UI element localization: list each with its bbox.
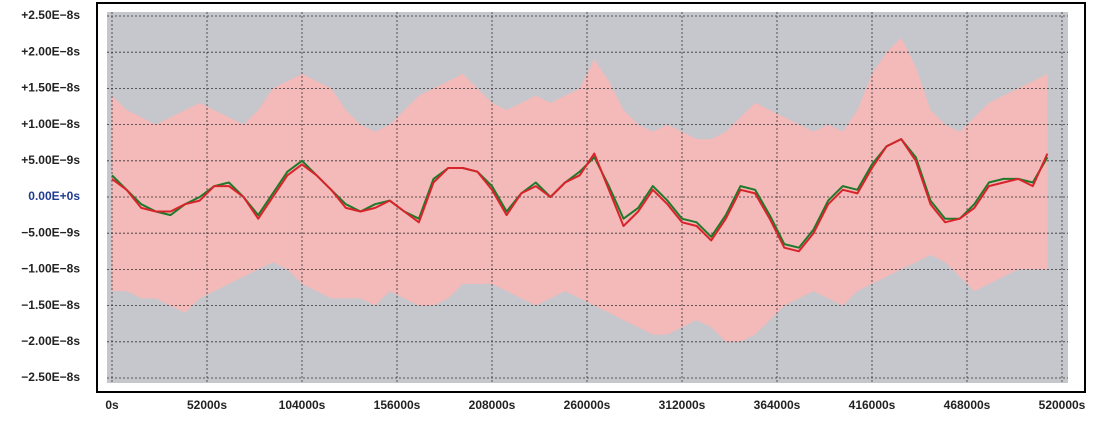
y-tick-label: +1.00E−8s <box>21 117 80 131</box>
x-tick-label: 104000s <box>279 398 326 412</box>
x-tick-label: 468000s <box>944 398 991 412</box>
x-tick-label: 208000s <box>469 398 516 412</box>
x-tick-label: 260000s <box>564 398 611 412</box>
x-tick-label: 364000s <box>754 398 801 412</box>
y-tick-label: +1.50E−8s <box>21 81 80 95</box>
y-tick-label: −1.50E−8s <box>21 298 80 312</box>
envelope-area <box>112 37 1048 198</box>
y-tick-label: +2.50E−8s <box>21 8 80 22</box>
trace-line <box>111 138 1049 253</box>
y-tick-label: −5.00E−9s <box>21 225 80 239</box>
x-tick-label: 416000s <box>849 398 896 412</box>
y-tick-label: −2.50E−8s <box>21 370 80 384</box>
x-tick-label: 156000s <box>374 398 421 412</box>
x-tick-label: 0s <box>105 398 119 412</box>
x-tick-label: 520000s <box>1039 398 1086 412</box>
x-tick-label: 52000s <box>187 398 227 412</box>
y-tick-label: +5.00E−9s <box>21 153 80 167</box>
y-tick-label: +2.00E−8s <box>21 44 80 58</box>
y-tick-label: −1.00E−8s <box>21 262 80 276</box>
y-tick-label: 0.00E+0s <box>28 189 80 203</box>
x-tick-label: 312000s <box>659 398 706 412</box>
y-tick-label: −2.00E−8s <box>21 334 80 348</box>
